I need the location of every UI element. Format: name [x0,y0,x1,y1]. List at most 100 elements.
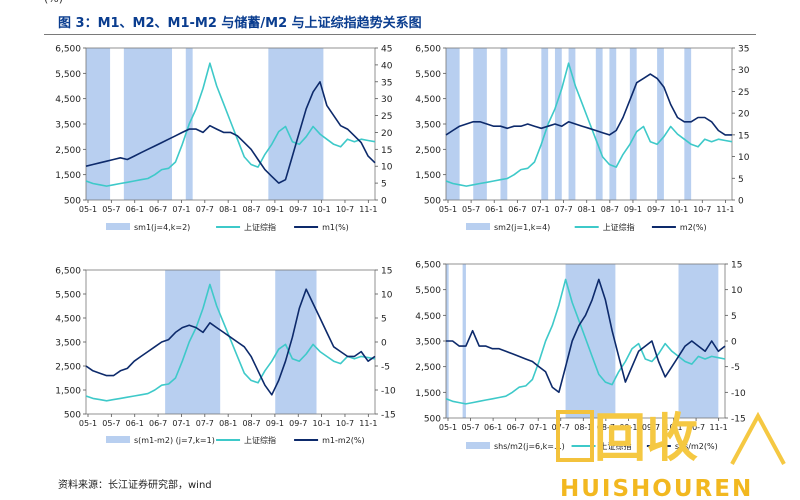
right-tick-label: 35 [738,45,749,55]
x-tick-label: 11-1 [710,423,728,432]
x-tick-label: 05-1 [79,419,97,428]
x-tick-label: 06-1 [484,423,502,432]
legend-label-shade: sm1(j=4,k=2) [134,223,190,232]
x-tick-label: 06-1 [126,205,144,214]
right-tick-label: 15 [381,146,392,156]
x-tick-label: 09-1 [266,205,284,214]
x-tick-label: 07-7 [196,205,214,214]
shaded-region [123,48,173,200]
right-tick-label: 10 [738,153,750,163]
shaded-region [595,48,603,200]
x-tick-label: 09-7 [642,423,660,432]
cropped-top-text: (%) [44,0,744,6]
x-tick-label: 09-1 [619,423,637,432]
left-tick-label: 3,500 [415,121,441,131]
shaded-region [609,48,617,200]
shaded-region [500,48,508,200]
index-series-line [85,62,376,187]
left-tick-label: 3,500 [415,338,441,348]
left-tick-label: 1,500 [415,389,441,399]
x-tick-label: 07-7 [552,423,570,432]
right-tick-label: 10 [731,286,743,296]
x-tick-label: 05-1 [439,423,457,432]
x-tick-label: 10-1 [664,423,682,432]
left-tick-label: 5,500 [415,70,441,80]
left-tick-label: 4,500 [55,95,81,105]
macro-series-line [446,278,726,394]
legend-label-macro: shs/m2(%) [675,442,718,451]
figure-title: 图 3：M1、M2、M1-M2 与储蓄/M2 与上证综指趋势关系图 [58,16,422,31]
x-tick-label: 08-1 [578,205,596,214]
right-tick-label: 5 [381,180,387,190]
legend-label-macro: m1(%) [322,223,349,232]
right-tick-label: -10 [731,389,746,399]
legend-swatch-shade [106,223,130,230]
left-tick-label: 3,500 [55,339,81,349]
right-tick-label: 20 [738,110,750,120]
x-tick-label: 07-1 [172,419,190,428]
shaded-region [275,270,317,414]
title-divider [44,34,756,35]
x-tick-label: 05-7 [461,423,479,432]
left-tick-label: 2,500 [415,363,441,373]
macro-series-line [85,288,376,396]
shaded-region [629,48,637,200]
index-series-line [85,283,376,402]
source-note: 资料来源：长江证券研究部，wind [58,480,212,491]
right-tick-label: 0 [381,339,387,349]
left-tick-label: 5,500 [55,291,81,301]
left-tick-label: 500 [64,411,81,421]
x-tick-label: 10-7 [687,423,705,432]
right-tick-label: 30 [381,95,393,105]
legend-label-index: 上证综指 [244,222,276,232]
x-tick-label: 06-1 [485,205,503,214]
x-tick-label: 05-1 [439,205,457,214]
right-tick-label: 10 [381,291,393,301]
x-tick-label: 10-1 [313,419,331,428]
x-tick-label: 07-7 [196,419,214,428]
left-tick-label: 500 [64,197,81,207]
chart-panel-1: 6,500 5,500 4,500 3,500 2,500 1,500 500 45 40 35 3… [55,45,392,233]
legend-label-index: 上证综指 [244,435,276,445]
right-tick-label: 35 [381,78,392,88]
right-tick-label: -10 [381,387,396,397]
right-tick-label: 5 [731,312,737,322]
left-tick-label: 1,500 [55,171,81,181]
left-tick-label: 5,500 [55,70,81,80]
right-tick-label: -15 [381,411,396,421]
x-tick-label: 05-7 [102,419,120,428]
left-tick-label: 6,500 [415,45,441,55]
x-tick-label: 10-7 [336,205,354,214]
right-tick-label: -5 [381,363,390,373]
x-tick-label: 07-1 [529,423,547,432]
shaded-region [565,264,616,418]
x-tick-label: 06-7 [507,423,525,432]
x-tick-label: 08-1 [574,423,592,432]
right-tick-label: -5 [731,363,740,373]
watermark-arrow-icon [730,411,786,465]
shaded-region [446,48,460,200]
x-tick-label: 10-7 [693,205,711,214]
index-series-line [445,62,733,187]
shaded-region [268,48,324,200]
x-tick-label: 11-1 [716,205,734,214]
x-tick-label: 08-7 [242,419,260,428]
x-tick-label: 06-7 [508,205,526,214]
legend-swatch-shade [466,223,490,230]
shaded-region [568,48,576,200]
right-tick-label: -15 [731,415,746,425]
left-tick-label: 3,500 [55,121,81,131]
shaded-region [684,48,692,200]
x-tick-label: 09-1 [266,419,284,428]
x-tick-label: 08-7 [597,423,615,432]
right-tick-label: 40 [381,61,393,71]
right-tick-label: 10 [381,163,393,173]
x-tick-label: 11-1 [359,419,377,428]
x-tick-label: 09-7 [289,205,307,214]
x-tick-label: 09-7 [647,205,665,214]
watermark-subtext: HUISHOUREN [560,476,753,500]
left-tick-label: 4,500 [415,95,441,105]
left-tick-label: 4,500 [415,312,441,322]
legend-label-shade: shs/m2(j=6,k=...) [494,442,565,451]
